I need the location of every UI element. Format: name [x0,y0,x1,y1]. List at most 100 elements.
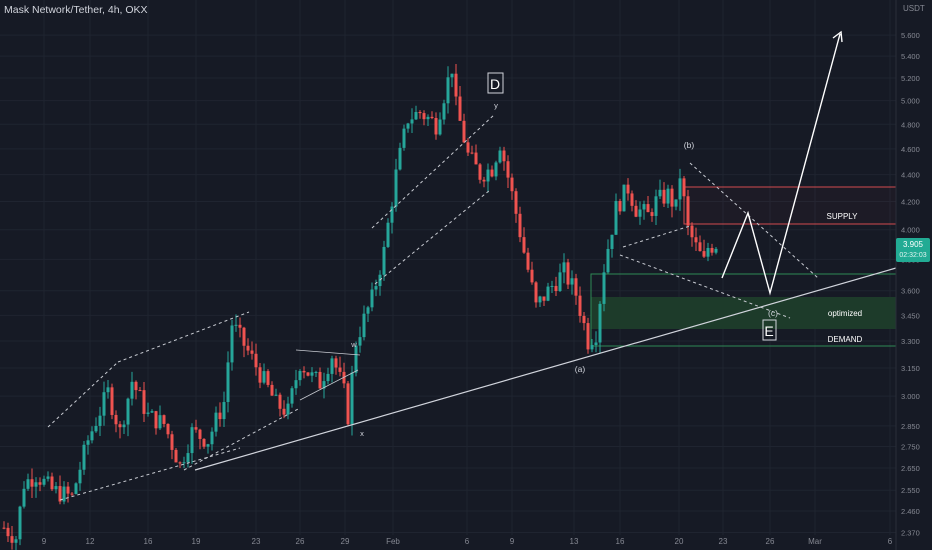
candle-body [62,486,66,502]
candle-body [650,212,654,216]
channel-line [689,162,819,279]
time-tick-label: 23 [719,537,728,546]
candle-body [418,111,422,114]
candle-body [10,536,14,543]
wave-label-x: x [360,429,364,438]
candle-body [350,372,354,425]
candle-body [98,415,102,426]
candle-body [530,269,534,283]
candle-body [174,449,178,463]
candle-body [422,113,426,120]
channel-line [371,113,496,229]
wave-label-c: (c) [768,308,778,318]
candle-body [362,313,366,338]
wave-label-y: y [494,101,498,110]
candle-body [714,248,718,253]
candle-body [170,434,174,450]
time-tick-label: 20 [675,537,684,546]
price-tick-label: 4.600 [901,145,920,154]
candle-body [562,262,566,273]
currency-label: USDT [903,4,925,13]
candle-body [314,371,318,373]
candle-body [682,178,686,197]
candle-body [282,408,286,415]
candle-body [590,345,594,350]
time-tick-label: 19 [192,537,201,546]
triangle-line [299,369,359,401]
candle-body [194,427,198,430]
price-tick-label: 5.400 [901,52,920,61]
candle-body [262,371,266,383]
candle-body [86,440,90,445]
price-tick-label: 3.000 [901,392,920,401]
candlesticks [2,63,718,550]
candle-body [346,383,350,425]
candle-body [594,342,598,346]
price-tick-label: 4.400 [901,171,920,180]
candle-body [690,225,694,238]
candle-body [666,188,670,204]
candle-body [42,478,46,485]
drawing-annotations: w x y (a) (b) (c) D E SUPPLY optimized DEMAND [47,30,897,501]
candle-body [478,164,482,180]
candle-body [178,462,182,464]
candle-body [542,296,546,301]
candle-body [322,381,326,389]
candle-body [602,272,606,304]
candle-body [550,285,554,287]
candle-body [214,412,218,432]
time-axis[interactable]: 9 12 16 19 23 26 29 Feb 6 9 13 16 20 23 26 Mar 6 [42,537,893,546]
candle-body [630,193,634,206]
candle-body [158,415,162,429]
candle-body [586,323,590,350]
candle-body [46,476,50,479]
candle-body [702,251,706,257]
candle-body [54,486,58,490]
channel-line [619,254,791,319]
wave-box-d [487,72,504,94]
time-tick-label: Mar [808,537,822,546]
zone-boxes [590,186,897,347]
candle-body [126,398,130,425]
candle-body [22,488,26,507]
candle-body [394,169,398,207]
candle-body [94,425,98,432]
candle-body [514,191,518,214]
candle-body [610,234,614,249]
candle-body [462,120,466,143]
candle-body [634,205,638,217]
candle-body [598,303,602,343]
candle-body [366,307,370,314]
projection-path [721,33,841,296]
candle-body [638,209,642,217]
candle-body [138,390,142,392]
channel-line [47,361,119,428]
candle-body [254,353,258,368]
candle-body [374,286,378,290]
candle-body [122,424,126,428]
candle-body [250,350,254,354]
candle-body [482,179,486,182]
candle-body [338,367,342,372]
candle-body [438,119,442,135]
candle-body [706,247,710,257]
candle-body [230,325,234,363]
candle-body [662,189,666,204]
time-tick-label: 6 [465,537,470,546]
candle-body [6,527,10,537]
candle-body [410,119,414,124]
candle-body [202,438,206,447]
candle-body [506,161,510,178]
candle-body [210,431,214,445]
candle-body [130,381,134,399]
price-axis[interactable]: 2.370 2.460 2.550 2.650 2.750 2.850 3.000 3.150… [895,0,920,550]
candle-body [606,248,610,273]
price-tick-label: 3.150 [901,364,920,373]
candle-body [218,412,222,420]
candle-body [142,390,146,414]
candle-body [326,373,330,382]
candle-body [398,147,402,170]
price-tick-label: 2.650 [901,464,920,473]
wave-box-e [762,319,777,341]
